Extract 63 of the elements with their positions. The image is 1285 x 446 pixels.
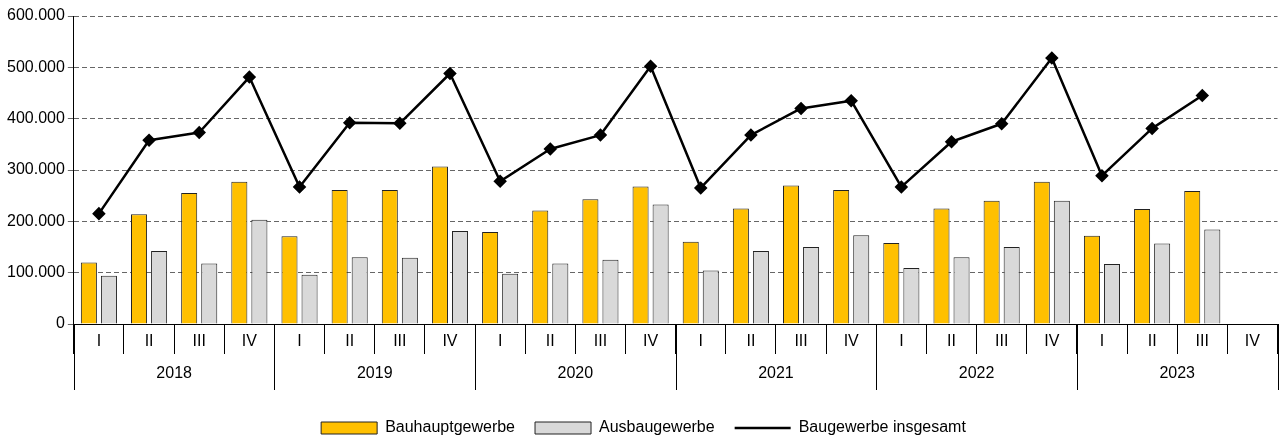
point	[393, 117, 407, 130]
point	[1095, 169, 1109, 182]
point	[995, 117, 1008, 131]
x-tick-label: III	[794, 332, 808, 350]
point	[794, 102, 808, 115]
text: 2019	[356, 364, 393, 382]
y-tick-label: 400.000	[6, 109, 65, 127]
y-tick-label: 500.000	[6, 57, 65, 75]
x-tick-label: III	[393, 332, 407, 350]
x-tick-label: IV	[643, 332, 659, 350]
point	[142, 133, 156, 147]
point	[844, 94, 858, 107]
x-tick-label: I	[1099, 332, 1105, 350]
x-tick-label: II	[746, 332, 756, 350]
x-tick-label: IV	[241, 332, 258, 350]
legend-label: Bauhauptgewerbe	[385, 418, 516, 436]
point	[945, 135, 958, 149]
point	[644, 60, 657, 73]
point	[493, 175, 507, 188]
y-tick-label: 200.000	[6, 211, 65, 229]
x-tick-label: IV	[442, 332, 458, 350]
x-tick-label: II	[1147, 332, 1157, 350]
point	[293, 180, 306, 194]
point	[544, 142, 557, 156]
x-tick-label: I	[698, 332, 703, 350]
x-tick-label: IV	[1244, 332, 1261, 350]
text: 2021	[758, 364, 794, 382]
point	[744, 128, 758, 142]
legend-label: Baugewerbe insgesamt	[798, 418, 967, 436]
text: 2023	[1159, 364, 1196, 382]
x-tick-label: III	[593, 332, 608, 350]
y-tick-label: 0	[55, 314, 65, 332]
x-tick-label: I	[297, 332, 302, 350]
x-tick-label: II	[545, 332, 555, 350]
x-tick-label: II	[345, 332, 355, 350]
point	[895, 180, 908, 194]
y-tick-label: 100.000	[6, 263, 65, 281]
x-tick-label: III	[994, 332, 1009, 350]
point	[243, 70, 256, 84]
text: 2020	[557, 364, 594, 382]
x-tick-label: III	[1195, 332, 1209, 350]
x-tick-label: II	[947, 332, 956, 350]
legend-label: Ausbaugewerbe	[599, 418, 715, 436]
x-tick-label: II	[144, 332, 154, 350]
x-tick-label: IV	[843, 332, 860, 350]
point	[694, 181, 707, 195]
x-tick-label: I	[96, 332, 102, 350]
x-tick-label: IV	[1044, 332, 1060, 350]
point	[92, 207, 106, 220]
point	[192, 126, 206, 139]
x-tick-label: I	[497, 332, 503, 350]
point	[443, 67, 457, 80]
text: 2018	[156, 364, 193, 382]
point	[1145, 122, 1159, 135]
point	[343, 116, 356, 130]
point	[1045, 51, 1059, 65]
x-tick-label: I	[899, 332, 904, 350]
point	[1196, 89, 1209, 102]
text: 2022	[958, 364, 995, 382]
y-tick-label: 300.000	[6, 160, 65, 178]
y-tick-label: 600.000	[6, 6, 65, 24]
point	[594, 128, 607, 142]
x-tick-label: III	[192, 332, 206, 350]
